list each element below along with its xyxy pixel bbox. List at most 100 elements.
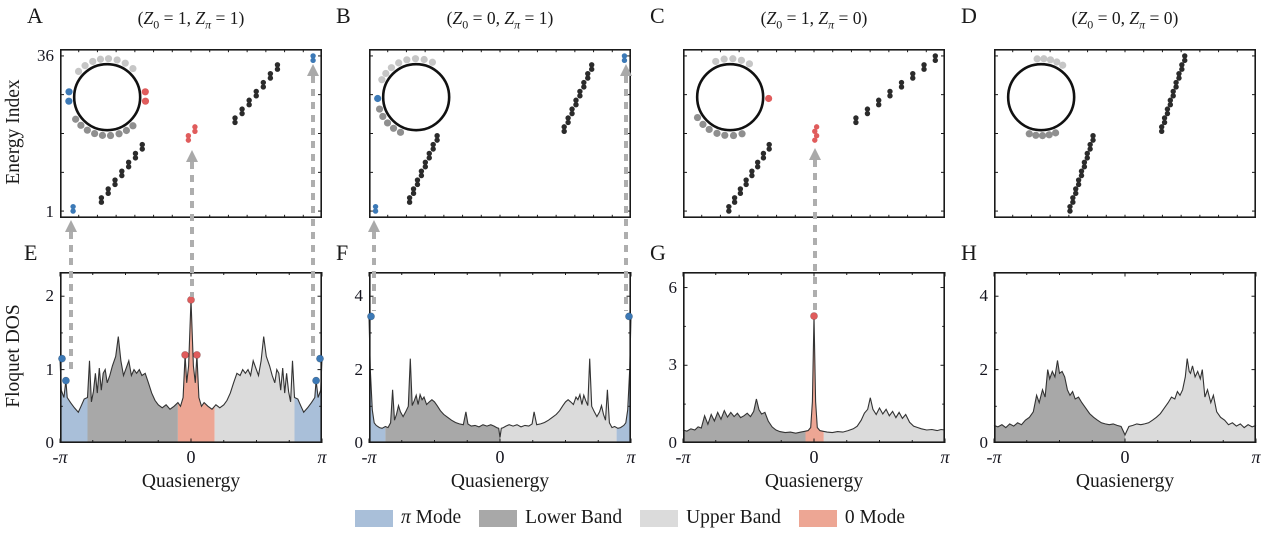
legend-item-zero-mode: 0 Mode <box>798 507 913 529</box>
quasienergy-axis-label: Quasienergy <box>141 471 241 492</box>
arrowhead-up <box>620 64 632 76</box>
panel-title-d: (Z0 = 0, Zπ = 0) <box>1071 8 1179 32</box>
panel-letter-a: A <box>27 3 43 28</box>
dos-tick-label: 1 <box>45 359 55 379</box>
quasienergy-tick-label: 0 <box>809 447 819 467</box>
arrow-dashed-tail <box>624 76 628 311</box>
mode-connection-arrow <box>186 150 198 297</box>
quasienergy-spectrum-points <box>1067 53 1188 214</box>
zero-mode-label: 0 Mode <box>844 507 905 528</box>
quasienergy-tick-label: 0 <box>186 447 196 467</box>
phase-circle-inset <box>693 55 773 140</box>
quasienergy-tick-label: -π <box>361 447 377 467</box>
energy-index-plot-b <box>369 49 631 218</box>
arrowhead-up <box>809 148 821 160</box>
energy-index-chart-a <box>60 49 322 218</box>
phase-circle-inset <box>374 55 451 136</box>
mode-connection-arrow <box>620 64 632 311</box>
dos-tick-label: 2 <box>979 359 989 379</box>
legend: π Mode Lower Band Upper Band 0 Mode <box>0 507 1268 529</box>
panel-letter-f: F <box>336 240 349 265</box>
dos-tick-label: 3 <box>668 355 678 375</box>
mode-markers <box>367 312 633 321</box>
dos-band-fills <box>369 316 631 443</box>
quasienergy-tick-label: π <box>1251 447 1261 467</box>
energy-index-chart-d <box>994 49 1256 218</box>
pi-mode-label: π Mode <box>401 507 462 528</box>
mode-connection-arrow <box>368 220 380 311</box>
upper-band-label: Upper Band <box>686 507 781 528</box>
pi-mode-swatch <box>355 509 393 527</box>
dos-tick-label: 0 <box>45 433 55 452</box>
quasienergy-tick-label: π <box>940 447 950 467</box>
energy-index-plot-c <box>683 49 945 218</box>
arrowhead-up <box>368 220 380 232</box>
mode-markers <box>810 312 818 320</box>
panel-title-b: (Z0 = 0, Zπ = 1) <box>446 8 554 32</box>
legend-item-pi-mode: π Mode <box>355 507 469 529</box>
dos-plot-e <box>58 272 324 443</box>
quasienergy-axis-label: Quasienergy <box>450 471 550 492</box>
axis-ticks <box>369 49 631 218</box>
quasienergy-spectrum-points <box>726 53 939 214</box>
arrowhead-up <box>65 220 77 232</box>
dos-curve <box>368 316 632 438</box>
arrowhead-up <box>186 150 198 162</box>
energy-index-tick-label: 1 <box>45 202 55 221</box>
arrow-dashed-tail <box>372 232 376 311</box>
legend-item-upper-band: Upper Band <box>640 507 789 529</box>
energy-index-tick-label: 36 <box>37 46 54 65</box>
dos-tick-label: 6 <box>668 277 678 297</box>
quasienergy-tick-label: π <box>317 447 327 467</box>
quasienergy-axis-label: Quasienergy <box>764 471 864 492</box>
dos-chart-e <box>58 272 324 443</box>
dos-tick-label: 2 <box>354 359 364 379</box>
arrow-dashed-tail <box>190 162 194 297</box>
dos-plot-g <box>682 272 946 443</box>
floquet-dos-axis-label: Floquet DOS <box>3 304 24 408</box>
dos-chart-g <box>682 272 946 443</box>
dos-tick-label: 4 <box>354 286 364 306</box>
quasienergy-tick-label: 0 <box>495 447 505 467</box>
quasienergy-tick-label: -π <box>52 447 68 467</box>
panel-letter-g: G <box>650 240 666 265</box>
dos-plot-h <box>993 272 1257 443</box>
quasienergy-spectrum-points <box>372 53 628 214</box>
energy-index-plot-d <box>994 49 1256 218</box>
dos-curve <box>682 315 946 434</box>
lower-band-swatch <box>479 509 518 527</box>
panel-title-a: (Z0 = 1, Zπ = 1) <box>137 8 245 32</box>
upper-band-swatch <box>640 509 679 527</box>
dos-chart-h <box>993 272 1257 443</box>
dos-tick-label: 2 <box>45 286 55 306</box>
arrowhead-up <box>307 64 319 76</box>
arrow-dashed-tail <box>813 160 817 311</box>
quasienergy-axis-label: Quasienergy <box>1075 471 1175 492</box>
quasienergy-tick-label: π <box>626 447 636 467</box>
legend-item-lower-band: Lower Band <box>479 507 630 529</box>
lower-band-label: Lower Band <box>525 507 623 528</box>
dos-tick-label: 4 <box>979 286 989 306</box>
arrow-dashed-tail <box>311 76 315 357</box>
mode-connection-arrow <box>307 64 319 357</box>
quasienergy-tick-label: 0 <box>1120 447 1130 467</box>
mode-connection-arrow <box>65 220 77 369</box>
energy-index-axis-label: Energy Index <box>3 79 24 185</box>
quasienergy-tick-label: -π <box>675 447 691 467</box>
panel-letter-b: B <box>336 3 351 28</box>
panel-title-c: (Z0 = 1, Zπ = 0) <box>760 8 868 32</box>
panel-letter-d: D <box>961 3 977 28</box>
quasienergy-tick-label: -π <box>986 447 1002 467</box>
dos-band-fills <box>994 358 1256 443</box>
quasienergy-spectrum-points <box>70 53 316 214</box>
arrow-dashed-tail <box>69 232 73 369</box>
dos-tick-label: 0 <box>354 433 364 452</box>
dos-chart-f <box>367 272 633 443</box>
energy-index-chart-c <box>683 49 945 218</box>
dos-plot-f <box>367 272 633 443</box>
panel-letter-h: H <box>961 240 977 265</box>
energy-index-plot-a <box>60 49 322 218</box>
panel-letter-e: E <box>24 240 38 265</box>
dos-curve <box>993 358 1257 437</box>
